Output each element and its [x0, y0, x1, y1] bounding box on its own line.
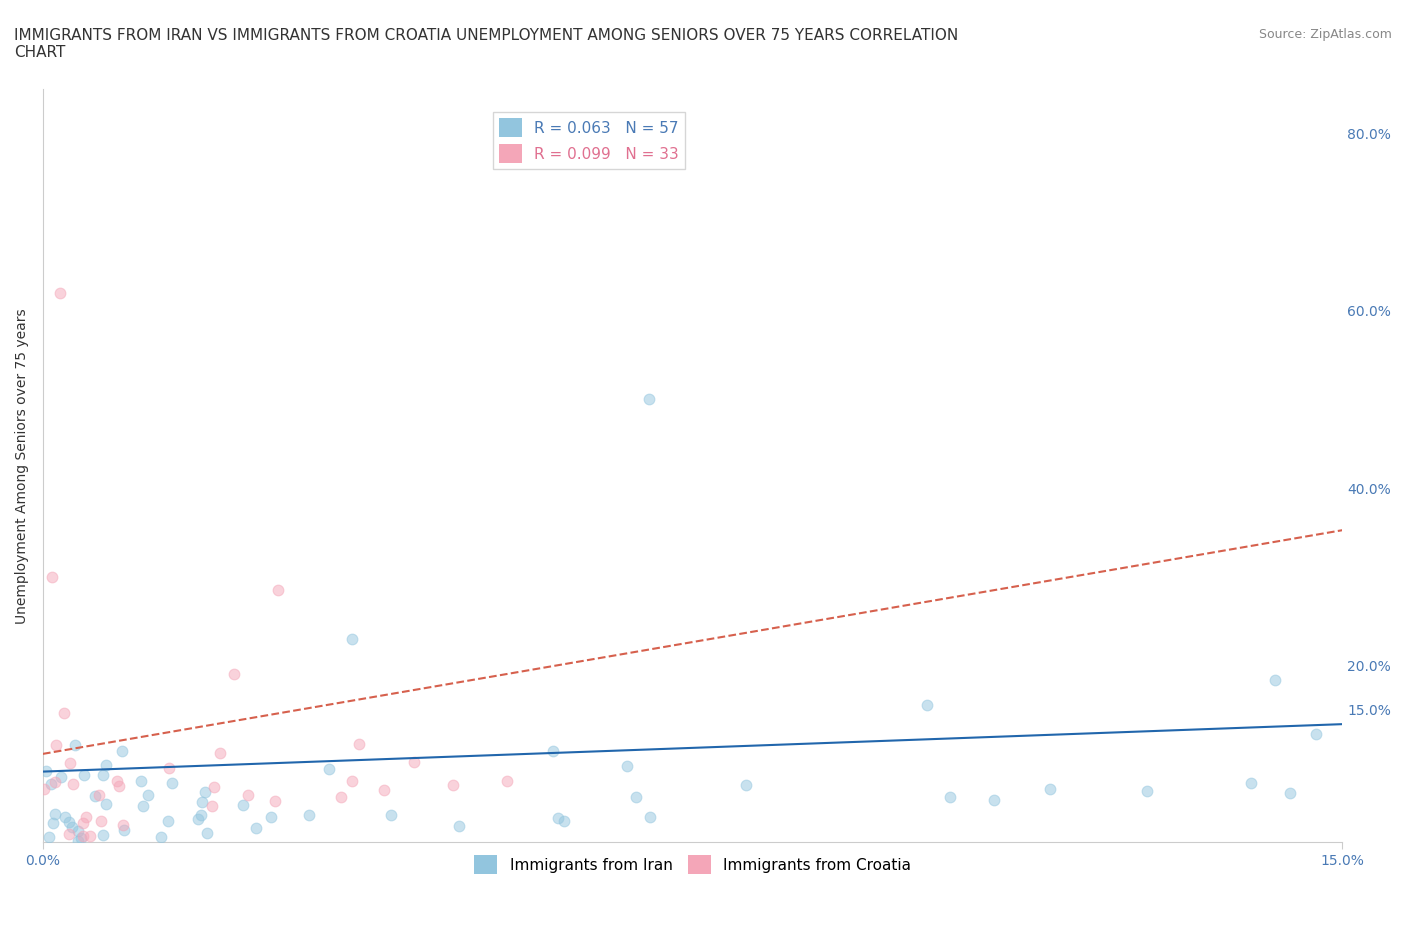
Point	[53, 706, 76, 721]
Point	[58, 827, 80, 842]
Point	[157, 761, 180, 776]
Point	[260, 809, 283, 824]
Point	[49, 769, 72, 784]
Point	[201, 798, 224, 813]
Point	[44, 806, 66, 821]
Point	[195, 826, 218, 841]
Point	[441, 777, 464, 792]
Text: Source: ZipAtlas.com: Source: ZipAtlas.com	[1258, 28, 1392, 41]
Point	[495, 774, 517, 789]
Point	[329, 790, 352, 804]
Point	[342, 631, 364, 646]
Point	[45, 737, 67, 752]
Point	[638, 392, 661, 407]
Point	[65, 737, 87, 752]
Point	[187, 812, 209, 827]
Point	[267, 582, 290, 597]
Point	[1039, 781, 1062, 796]
Point	[1240, 776, 1263, 790]
Point	[41, 569, 63, 584]
Point	[983, 792, 1005, 807]
Point	[58, 815, 80, 830]
Point	[340, 774, 363, 789]
Y-axis label: Unemployment Among Seniors over 75 years: Unemployment Among Seniors over 75 years	[15, 308, 30, 624]
Point	[380, 807, 402, 822]
Point	[94, 758, 117, 773]
Point	[194, 784, 217, 799]
Point	[70, 830, 93, 845]
Point	[39, 777, 62, 791]
Point	[62, 777, 84, 791]
Point	[73, 768, 96, 783]
Point	[222, 667, 245, 682]
Point	[1305, 726, 1327, 741]
Text: IMMIGRANTS FROM IRAN VS IMMIGRANTS FROM CROATIA UNEMPLOYMENT AMONG SENIORS OVER : IMMIGRANTS FROM IRAN VS IMMIGRANTS FROM …	[14, 28, 959, 60]
Point	[150, 830, 173, 844]
Point	[111, 744, 134, 759]
Point	[202, 779, 225, 794]
Point	[160, 776, 183, 790]
Point	[72, 828, 94, 843]
Point	[112, 817, 135, 832]
Point	[79, 829, 101, 844]
Point	[236, 787, 259, 802]
Point	[112, 822, 135, 837]
Point	[263, 794, 285, 809]
Point	[318, 762, 340, 777]
Point	[156, 814, 179, 829]
Point	[66, 833, 89, 848]
Point	[44, 775, 66, 790]
Point	[72, 816, 94, 830]
Point	[1264, 672, 1286, 687]
Point	[91, 767, 114, 782]
Point	[191, 794, 214, 809]
Point	[232, 798, 254, 813]
Point	[105, 773, 128, 788]
Point	[32, 782, 55, 797]
Point	[49, 286, 72, 300]
Point	[132, 799, 155, 814]
Point	[938, 790, 960, 804]
Point	[1136, 783, 1159, 798]
Point	[138, 788, 160, 803]
Point	[553, 814, 575, 829]
Point	[35, 764, 58, 778]
Point	[83, 789, 105, 804]
Point	[55, 809, 77, 824]
Point	[66, 824, 89, 839]
Point	[402, 754, 425, 769]
Point	[94, 796, 117, 811]
Point	[87, 788, 110, 803]
Point	[42, 815, 65, 830]
Point	[91, 828, 114, 843]
Point	[547, 811, 569, 826]
Point	[915, 698, 938, 712]
Point	[349, 737, 371, 751]
Point	[447, 818, 470, 833]
Point	[638, 809, 661, 824]
Point	[616, 758, 638, 773]
Point	[90, 814, 112, 829]
Point	[373, 782, 395, 797]
Point	[190, 807, 212, 822]
Point	[108, 778, 131, 793]
Point	[60, 820, 83, 835]
Point	[59, 756, 82, 771]
Point	[298, 807, 321, 822]
Point	[735, 777, 758, 792]
Point	[624, 790, 647, 804]
Point	[208, 746, 231, 761]
Point	[129, 774, 152, 789]
Legend: Immigrants from Iran, Immigrants from Croatia: Immigrants from Iran, Immigrants from Cr…	[468, 849, 917, 880]
Point	[75, 809, 97, 824]
Point	[541, 743, 564, 758]
Point	[245, 820, 267, 835]
Point	[1278, 786, 1301, 801]
Point	[38, 830, 60, 844]
